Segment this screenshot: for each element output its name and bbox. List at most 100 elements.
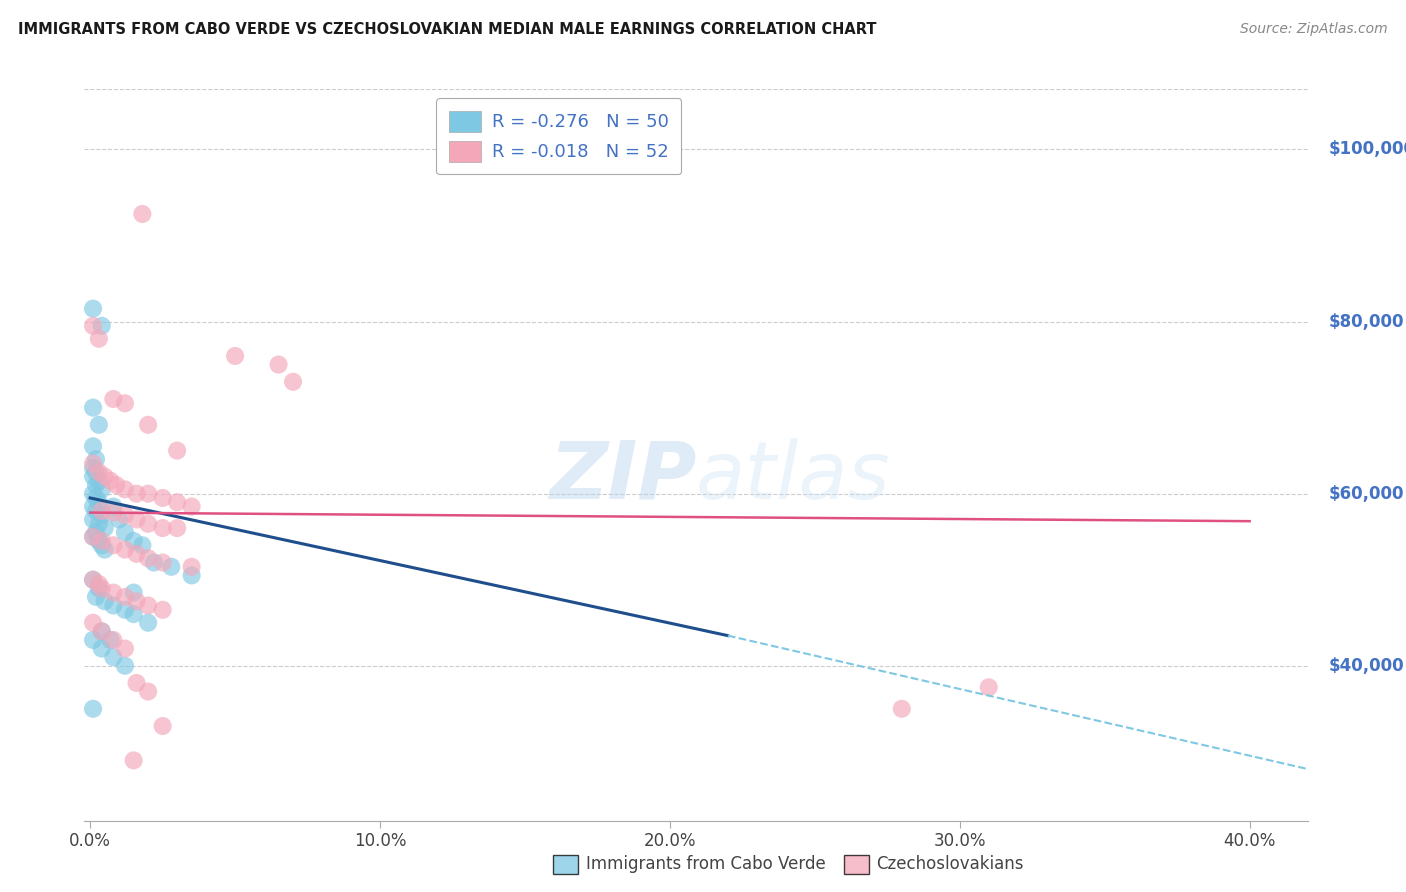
Point — [108, 512, 131, 526]
Point — [93, 521, 115, 535]
Point — [87, 332, 110, 346]
Point — [82, 615, 104, 630]
Point — [281, 375, 304, 389]
Point — [152, 719, 174, 733]
Point — [114, 641, 136, 656]
Point — [180, 568, 202, 582]
Point — [87, 582, 110, 596]
Point — [136, 599, 159, 613]
Point — [84, 465, 107, 479]
Point — [82, 530, 104, 544]
Point — [152, 556, 174, 570]
Point — [93, 469, 115, 483]
Text: $60,000: $60,000 — [1329, 484, 1405, 503]
Point — [114, 508, 136, 523]
Point — [136, 417, 159, 432]
Point — [180, 559, 202, 574]
Point — [87, 516, 110, 531]
Text: Immigrants from Cabo Verde: Immigrants from Cabo Verde — [586, 855, 827, 873]
Point — [114, 603, 136, 617]
Point — [82, 457, 104, 471]
Point — [82, 401, 104, 415]
Point — [82, 460, 104, 475]
Point — [87, 533, 110, 548]
Point — [82, 530, 104, 544]
Point — [90, 508, 112, 523]
Point — [87, 495, 110, 509]
Point — [100, 632, 122, 647]
Point — [122, 533, 145, 548]
Point — [84, 491, 107, 505]
Point — [90, 624, 112, 639]
Point — [82, 301, 104, 316]
Point — [93, 542, 115, 557]
Text: Czechoslovakians: Czechoslovakians — [876, 855, 1024, 873]
Point — [103, 500, 125, 514]
Point — [136, 551, 159, 566]
Point — [136, 486, 159, 500]
Text: IMMIGRANTS FROM CABO VERDE VS CZECHOSLOVAKIAN MEDIAN MALE EARNINGS CORRELATION C: IMMIGRANTS FROM CABO VERDE VS CZECHOSLOV… — [18, 22, 877, 37]
Point — [103, 632, 125, 647]
Point — [82, 439, 104, 453]
Point — [82, 573, 104, 587]
Point — [87, 465, 110, 479]
Point — [160, 559, 183, 574]
Point — [103, 585, 125, 599]
Point — [84, 590, 107, 604]
Point — [90, 624, 112, 639]
Point — [890, 702, 912, 716]
Point — [82, 469, 104, 483]
Point — [152, 603, 174, 617]
Point — [93, 594, 115, 608]
Point — [90, 582, 112, 596]
Point — [82, 318, 104, 333]
Point — [114, 542, 136, 557]
Point — [131, 538, 153, 552]
Point — [87, 417, 110, 432]
Legend: R = -0.276   N = 50, R = -0.018   N = 52: R = -0.276 N = 50, R = -0.018 N = 52 — [436, 98, 682, 174]
Point — [125, 594, 148, 608]
Point — [136, 615, 159, 630]
Point — [125, 676, 148, 690]
Text: ZIP: ZIP — [548, 438, 696, 516]
Point — [103, 538, 125, 552]
Point — [90, 533, 112, 548]
Point — [82, 500, 104, 514]
Point — [977, 680, 1000, 694]
Point — [87, 577, 110, 591]
Point — [84, 452, 107, 467]
Point — [136, 516, 159, 531]
Point — [82, 486, 104, 500]
Point — [114, 483, 136, 497]
Point — [142, 556, 165, 570]
Point — [103, 392, 125, 406]
Point — [114, 525, 136, 540]
Point — [114, 590, 136, 604]
Point — [105, 478, 128, 492]
Point — [84, 504, 107, 518]
Point — [103, 599, 125, 613]
Point — [125, 486, 148, 500]
Point — [125, 547, 148, 561]
Point — [103, 650, 125, 665]
Point — [180, 500, 202, 514]
Point — [90, 538, 112, 552]
Point — [114, 396, 136, 410]
Point — [122, 753, 145, 767]
Text: $40,000: $40,000 — [1329, 657, 1405, 674]
Point — [152, 491, 174, 505]
Point — [131, 207, 153, 221]
Point — [267, 358, 290, 372]
Point — [90, 504, 112, 518]
Point — [90, 641, 112, 656]
Point — [82, 632, 104, 647]
Text: $100,000: $100,000 — [1329, 140, 1406, 159]
Point — [166, 495, 188, 509]
Point — [84, 525, 107, 540]
Point — [224, 349, 246, 363]
Point — [125, 512, 148, 526]
Point — [82, 702, 104, 716]
Point — [166, 521, 188, 535]
Point — [136, 684, 159, 698]
Point — [82, 573, 104, 587]
